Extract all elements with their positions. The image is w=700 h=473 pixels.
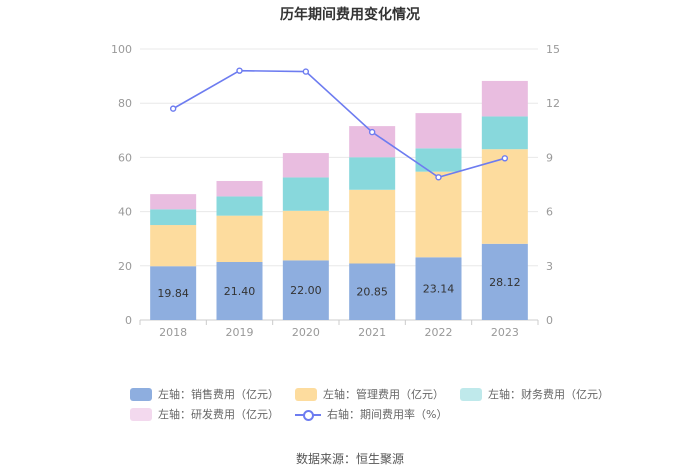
bar-segment[interactable] xyxy=(150,266,197,320)
expense-rate-point[interactable] xyxy=(302,68,310,75)
x-tick-label: 2021 xyxy=(358,326,386,339)
bar-segment[interactable] xyxy=(415,171,462,258)
x-tick-label: 2022 xyxy=(425,326,453,339)
bar-segment[interactable] xyxy=(216,196,263,216)
legend-label-finance: 左轴：财务费用（亿元） xyxy=(488,388,609,401)
bar-segment[interactable] xyxy=(150,225,197,267)
legend-item-admin[interactable]: 左轴：管理费用（亿元） xyxy=(295,386,444,402)
legend-label-expense-rate: 右轴：期间费用率（%） xyxy=(327,408,448,421)
bar-segment[interactable] xyxy=(282,153,329,178)
bar-segment[interactable] xyxy=(216,180,263,197)
expense-rate-point[interactable] xyxy=(501,155,509,162)
bar-segment[interactable] xyxy=(282,260,329,320)
expense-rate-point[interactable] xyxy=(368,128,376,136)
bar-value-label: 22.00 xyxy=(290,284,322,297)
bar-segment[interactable] xyxy=(216,262,263,320)
legend: 左轴：销售费用（亿元） 左轴：管理费用（亿元） 左轴：财务费用（亿元） 左轴：研… xyxy=(130,384,609,424)
bar-segment[interactable] xyxy=(415,113,462,149)
legend-item-finance[interactable]: 左轴：财务费用（亿元） xyxy=(460,386,609,402)
y-left-tick-label: 40 xyxy=(118,206,132,219)
expense-rate-point[interactable] xyxy=(236,67,243,74)
legend-item-rd[interactable]: 左轴：研发费用（亿元） xyxy=(130,406,279,422)
legend-swatch-sales xyxy=(130,387,152,401)
legend-item-sales[interactable]: 左轴：销售费用（亿元） xyxy=(130,386,279,402)
expense-rate-line xyxy=(172,69,506,179)
bar-segment[interactable] xyxy=(481,116,528,150)
bar-segment[interactable] xyxy=(415,148,462,172)
bar-segment[interactable] xyxy=(415,257,462,320)
y-right-tick-label: 15 xyxy=(546,43,560,56)
bar-segment[interactable] xyxy=(481,149,528,244)
y-right-tick-label: 9 xyxy=(546,151,553,164)
bar-segment[interactable] xyxy=(349,263,396,320)
chart-title: 历年期间费用变化情况 xyxy=(280,7,420,23)
bar-segment[interactable] xyxy=(481,80,528,117)
bar-segment[interactable] xyxy=(150,194,197,210)
legend-label-sales: 左轴：销售费用（亿元） xyxy=(158,388,279,401)
bar-value-label: 23.14 xyxy=(423,283,455,296)
expense-rate-point[interactable] xyxy=(169,105,177,112)
expense-rate-point[interactable] xyxy=(435,174,442,181)
y-left-tick-label: 100 xyxy=(111,43,132,56)
bar-segment[interactable] xyxy=(349,157,396,190)
bar-value-label: 21.40 xyxy=(224,285,256,298)
legend-swatch-rd xyxy=(130,407,152,421)
bar-segment[interactable] xyxy=(216,215,263,263)
bar-segment[interactable] xyxy=(282,177,329,211)
bar-segment[interactable] xyxy=(481,243,528,320)
bar-segment[interactable] xyxy=(282,210,329,261)
bar-value-label: 19.84 xyxy=(157,287,189,300)
legend-swatch-admin xyxy=(295,387,317,401)
x-tick-label: 2019 xyxy=(226,326,254,339)
y-left-tick-label: 20 xyxy=(118,260,132,273)
y-left-tick-label: 60 xyxy=(118,151,132,164)
bar-segment[interactable] xyxy=(150,209,197,226)
x-tick-label: 2023 xyxy=(491,326,519,339)
legend-swatch-expense-rate xyxy=(295,408,321,421)
y-right-tick-label: 3 xyxy=(546,260,553,273)
data-source: 数据来源：恒生聚源 xyxy=(295,452,404,466)
y-right-tick-label: 0 xyxy=(546,314,553,327)
y-left-tick-label: 80 xyxy=(118,97,132,110)
bar-value-label: 20.85 xyxy=(356,286,388,299)
legend-label-rd: 左轴：研发费用（亿元） xyxy=(158,408,279,421)
y-right-tick-label: 6 xyxy=(546,206,553,219)
y-left-tick-label: 0 xyxy=(125,314,132,327)
legend-swatch-finance xyxy=(460,387,482,401)
legend-item-expense-rate[interactable]: 右轴：期间费用率（%） xyxy=(295,406,447,422)
bar-value-label: 28.12 xyxy=(489,276,521,289)
x-tick-label: 2020 xyxy=(292,326,320,339)
legend-label-admin: 左轴：管理费用（亿元） xyxy=(323,388,444,401)
x-tick-label: 2018 xyxy=(159,326,187,339)
bar-segment[interactable] xyxy=(349,189,396,264)
y-right-tick-label: 12 xyxy=(546,97,560,110)
